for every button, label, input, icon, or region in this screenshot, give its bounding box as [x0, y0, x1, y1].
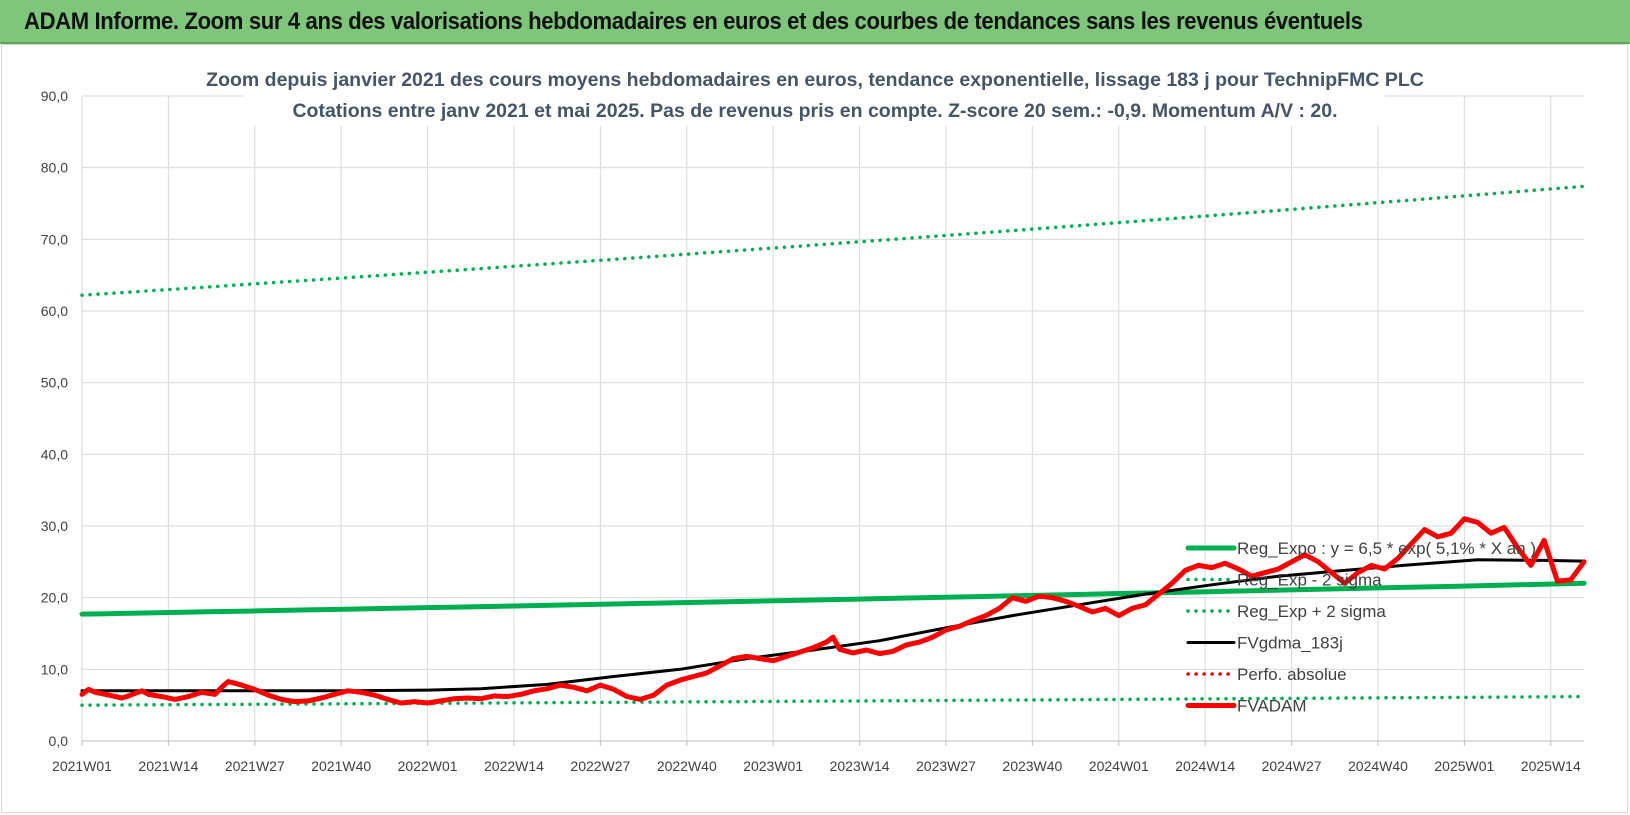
- y-tick-label: 60,0: [41, 303, 68, 319]
- y-tick-label: 70,0: [41, 231, 68, 247]
- chart-title-line-2: Cotations entre janv 2021 et mai 2025. P…: [292, 100, 1337, 122]
- x-tick-label: 2023W27: [916, 758, 976, 774]
- x-tick-label: 2021W27: [225, 758, 285, 774]
- x-tick-label: 2022W27: [570, 758, 630, 774]
- legend-label: FVgdma_183j: [1237, 634, 1343, 653]
- y-tick-label: 20,0: [41, 590, 68, 606]
- x-tick-label: 2024W27: [1262, 758, 1322, 774]
- x-tick-label: 2022W01: [398, 758, 458, 774]
- y-tick-label: 40,0: [41, 446, 68, 462]
- title-background: [245, 64, 1385, 126]
- legend-label: Reg_Exp - 2 sigma: [1237, 571, 1382, 590]
- legend-label: Perfo. absolue: [1237, 665, 1347, 684]
- report-title: ADAM Informe. Zoom sur 4 ans des valoris…: [24, 8, 1363, 35]
- series-group: [79, 184, 1587, 707]
- x-tick-label: 2023W40: [1002, 758, 1062, 774]
- x-tick-label: 2023W14: [830, 758, 890, 774]
- y-tick-label: 90,0: [41, 88, 68, 104]
- series-line-5: [79, 516, 1587, 706]
- series-line-1: [80, 694, 1586, 707]
- x-tick-label: 2025W14: [1521, 758, 1581, 774]
- y-tick-label: 50,0: [41, 375, 68, 391]
- y-tick-label: 0,0: [49, 733, 69, 749]
- x-tick-label: 2023W01: [743, 758, 803, 774]
- x-tick-label: 2024W01: [1089, 758, 1149, 774]
- x-tick-label: 2024W14: [1175, 758, 1235, 774]
- legend-label: Reg_Expo : y = 6,5 * exp( 5,1% * X an ): [1237, 539, 1536, 558]
- x-tick-label: 2022W14: [484, 758, 544, 774]
- x-tick-label: 2021W40: [311, 758, 371, 774]
- series-line-2: [80, 184, 1586, 297]
- y-axis-ticks: 0,0 10,0 20,0 30,0 40,0 50,0 60,0 70,0 80,0 90,0: [41, 88, 68, 749]
- x-tick-label: 2021W14: [138, 758, 198, 774]
- x-tick-label: 2024W40: [1348, 758, 1408, 774]
- series-line-0: [79, 580, 1587, 617]
- legend-label: FVADAM: [1237, 697, 1307, 716]
- y-tick-label: 80,0: [41, 160, 68, 176]
- report-banner: ADAM Informe. Zoom sur 4 ans des valoris…: [0, 0, 1630, 44]
- y-tick-label: 10,0: [41, 661, 68, 677]
- chart-frame: [1, 44, 1628, 813]
- chart-title-line-1: Zoom depuis janvier 2021 des cours moyen…: [206, 69, 1424, 91]
- legend-label: Reg_Exp + 2 sigma: [1237, 602, 1386, 621]
- y-tick-label: 30,0: [41, 518, 68, 534]
- x-tick-label: 2025W01: [1434, 758, 1494, 774]
- x-tick-label: 2022W40: [657, 758, 717, 774]
- x-tick-label: 2021W01: [52, 758, 112, 774]
- legend: Reg_Expo : y = 6,5 * exp( 5,1% * X an ) R…: [1185, 539, 1536, 716]
- x-axis-ticks: 2021W01 2021W14 2021W27 2021W40 2022W01 2022W…: [52, 758, 1581, 774]
